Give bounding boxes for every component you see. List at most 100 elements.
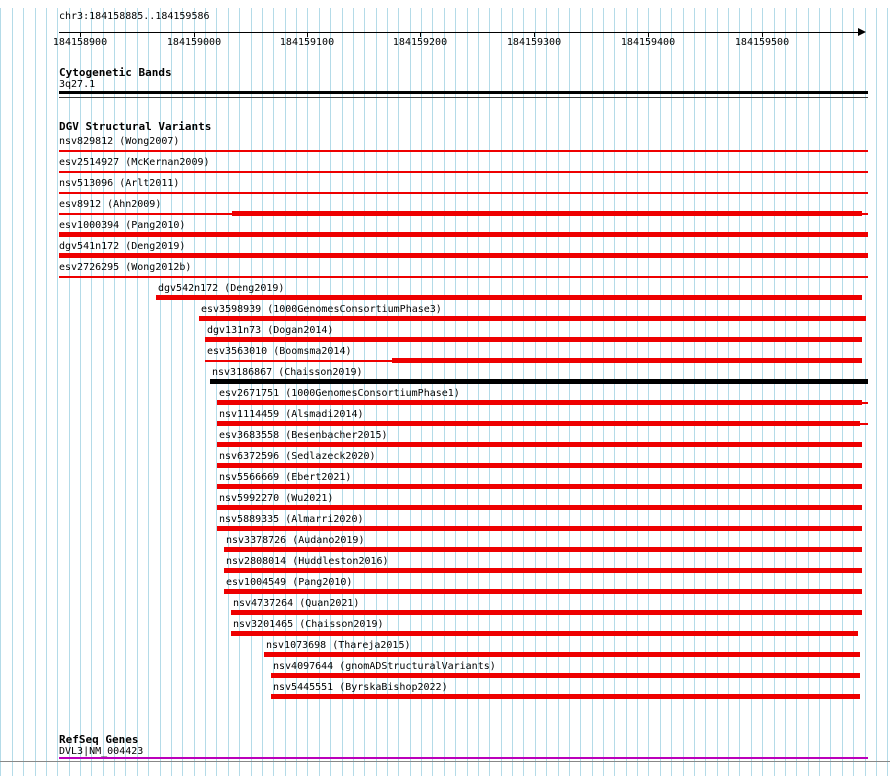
grid-line [11, 8, 13, 776]
grid-line [79, 8, 81, 776]
variant-label[interactable]: esv8912 (Ahn2009) [59, 199, 162, 210]
variant-line[interactable] [59, 150, 868, 152]
ruler-tick-label: 184159400 [620, 37, 676, 48]
cytoband-label: 3q27.1 [59, 79, 96, 90]
refseq-gene-label[interactable]: DVL3|NM_004423 [59, 746, 144, 757]
ruler-tick [420, 32, 421, 37]
ruler-tick-label: 184159000 [166, 37, 222, 48]
variant-label[interactable]: nsv3186867 (Chaisson2019) [212, 367, 363, 378]
grid-line [853, 8, 855, 776]
grid-line [455, 8, 457, 776]
refseq-gene-bar[interactable] [59, 757, 868, 759]
grid-line [148, 8, 150, 776]
grid-line [432, 8, 434, 776]
grid-line [352, 8, 354, 776]
variant-label[interactable]: esv2671751 (1000GenomesConsortiumPhase1) [219, 388, 460, 399]
variant-label[interactable]: nsv4737264 (Quan2021) [233, 598, 360, 609]
variant-label[interactable]: esv2514927 (McKernan2009) [59, 157, 210, 168]
variant-label[interactable]: nsv5566669 (Ebert2021) [219, 472, 352, 483]
cytoband-bar[interactable] [59, 91, 868, 94]
variant-bar[interactable] [59, 232, 868, 237]
grid-line [705, 8, 707, 776]
variant-bar[interactable] [217, 463, 862, 468]
ruler-tick [534, 32, 535, 37]
variant-bar[interactable] [199, 316, 866, 321]
grid-line [489, 8, 491, 776]
variant-label[interactable]: dgv131n73 (Dogan2014) [207, 325, 334, 336]
variant-bar[interactable] [217, 442, 862, 447]
ruler-tick-label: 184159300 [506, 37, 562, 48]
variant-bar[interactable] [224, 568, 862, 573]
grid-line [728, 8, 730, 776]
variant-bar[interactable] [217, 505, 862, 510]
variant-label[interactable]: nsv5992270 (Wu2021) [219, 493, 334, 504]
grid-line [841, 8, 843, 776]
grid-line [239, 8, 241, 776]
variant-bar[interactable] [231, 610, 862, 615]
grid-line [409, 8, 411, 776]
grid-line [375, 8, 377, 776]
variant-line[interactable] [59, 276, 868, 278]
variant-label[interactable]: esv2726295 (Wong2012b) [59, 262, 192, 273]
ruler-tick [80, 32, 81, 37]
grid-line [875, 8, 877, 776]
ruler-tick [307, 32, 308, 37]
variant-bar[interactable] [232, 211, 862, 216]
grid-line [568, 8, 570, 776]
ruler-tick-label: 184159500 [734, 37, 790, 48]
variant-line[interactable] [59, 171, 868, 173]
grid-line [136, 8, 138, 776]
variant-bar[interactable] [59, 253, 868, 258]
grid-line [523, 8, 525, 776]
grid-line [887, 8, 889, 776]
grid-line [648, 8, 650, 776]
variant-label[interactable]: nsv4097644 (gnomADStructuralVariants) [273, 661, 496, 672]
variant-label[interactable]: esv1004549 (Pang2010) [226, 577, 353, 588]
grid-line [34, 8, 36, 776]
variant-label[interactable]: nsv6372596 (Sedlazeck2020) [219, 451, 376, 462]
variant-label[interactable]: esv3683558 (Besenbacher2015) [219, 430, 388, 441]
variant-label[interactable]: nsv513096 (Arlt2011) [59, 178, 180, 189]
grid-line [125, 8, 127, 776]
variant-label[interactable]: dgv541n172 (Deng2019) [59, 241, 186, 252]
variant-label[interactable]: nsv3201465 (Chaisson2019) [233, 619, 384, 630]
grid-line [23, 8, 25, 776]
grid-line [296, 8, 298, 776]
variant-bar[interactable] [392, 358, 862, 363]
variant-label[interactable]: esv3598939 (1000GenomesConsortiumPhase3) [201, 304, 442, 315]
grid-line [466, 8, 468, 776]
variant-bar[interactable] [217, 400, 862, 405]
grid-line [682, 8, 684, 776]
variant-line[interactable] [862, 402, 868, 404]
variant-bar[interactable] [231, 631, 858, 636]
variant-label[interactable]: nsv3378726 (Audano2019) [226, 535, 365, 546]
variant-bar[interactable] [224, 589, 862, 594]
grid-line [307, 8, 309, 776]
variant-label[interactable]: esv1000394 (Pang2010) [59, 220, 186, 231]
variant-bar[interactable] [224, 547, 862, 552]
variant-line[interactable] [205, 360, 392, 362]
variant-bar[interactable] [271, 673, 860, 678]
variant-label[interactable]: nsv2808014 (Huddleston2016) [226, 556, 389, 567]
variant-line[interactable] [860, 423, 868, 425]
variant-label[interactable]: nsv5445551 (ByrskaBishop2022) [273, 682, 448, 693]
variant-label[interactable]: esv3563010 (Boomsma2014) [207, 346, 352, 357]
variant-line[interactable] [59, 192, 868, 194]
variant-label[interactable]: nsv1073698 (Thareja2015) [266, 640, 411, 651]
variant-label[interactable]: nsv1114459 (Alsmadi2014) [219, 409, 364, 420]
variant-bar[interactable] [271, 694, 860, 699]
variant-bar[interactable] [210, 379, 868, 384]
variant-bar[interactable] [217, 421, 860, 426]
variant-bar[interactable] [264, 652, 860, 657]
variant-bar[interactable] [156, 295, 862, 300]
variant-label[interactable]: dgv542n172 (Deng2019) [158, 283, 285, 294]
grid-line [637, 8, 639, 776]
variant-bar[interactable] [217, 484, 862, 489]
variant-bar[interactable] [205, 337, 862, 342]
variant-label[interactable]: nsv5889335 (Almarri2020) [219, 514, 364, 525]
variant-label[interactable]: nsv829812 (Wong2007) [59, 136, 180, 147]
variant-bar[interactable] [217, 526, 862, 531]
grid-line [625, 8, 627, 776]
section-title-refseq: RefSeq Genes [59, 733, 139, 746]
cytoband-divider [59, 97, 868, 98]
